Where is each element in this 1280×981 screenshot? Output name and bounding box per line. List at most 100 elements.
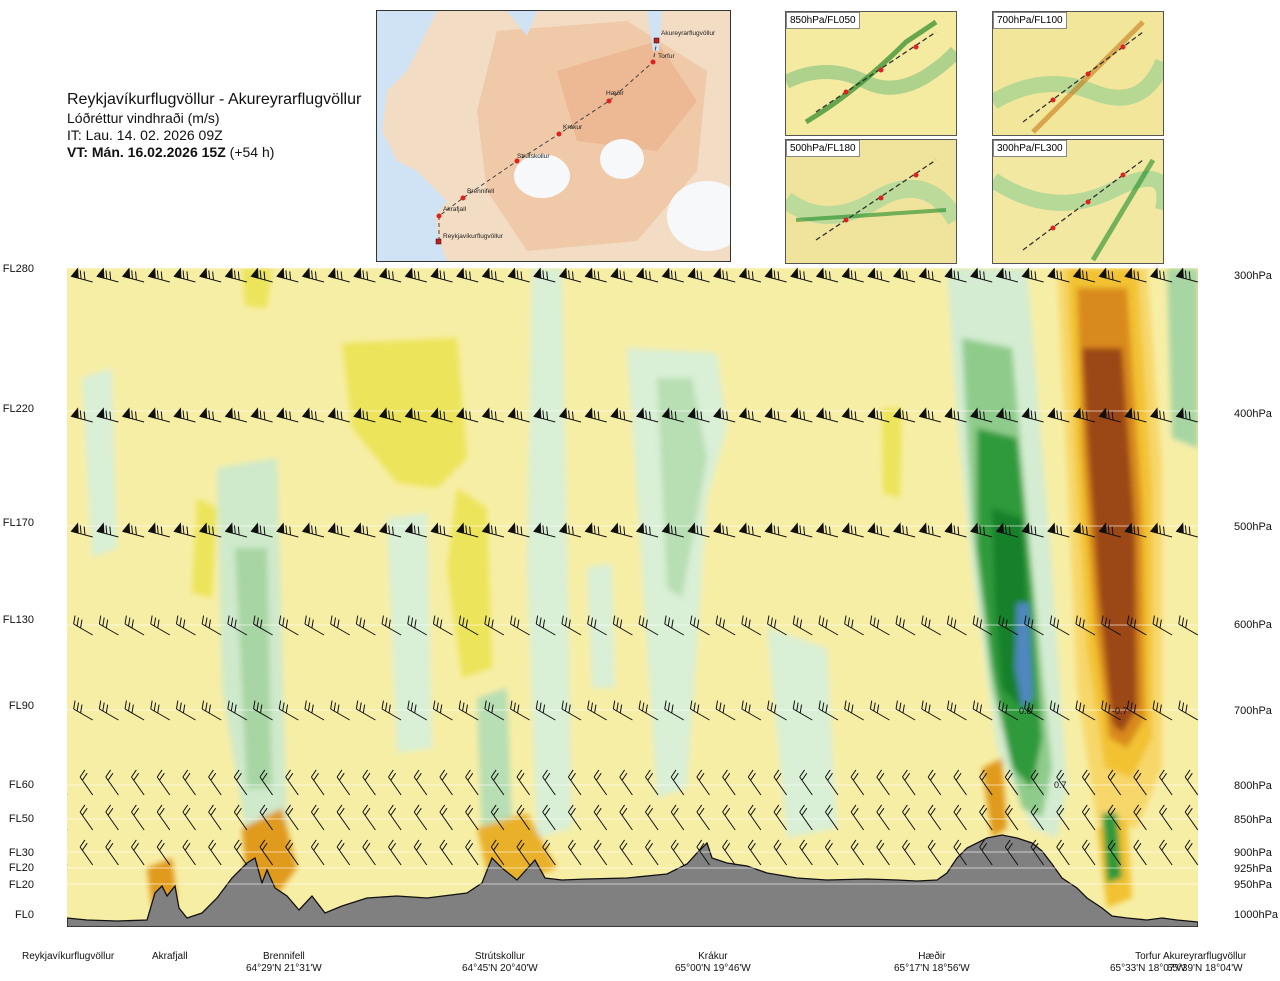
wind-barb (1184, 769, 1198, 796)
wind-barb (353, 268, 376, 283)
wind-barb (224, 522, 248, 538)
wind-barb (670, 804, 685, 831)
wind-barb (542, 839, 556, 866)
route-map-svg: Akureyrarflugvöllur Torfur Hæðir Krákur … (377, 11, 730, 261)
wind-barb (1004, 804, 1019, 831)
wind-barb (979, 839, 993, 866)
wind-barb (645, 804, 659, 831)
wind-barb (1175, 407, 1198, 423)
wind-barb (404, 407, 427, 423)
wind-barb (388, 839, 402, 866)
wind-barb (336, 804, 351, 831)
wind-barb (972, 615, 993, 636)
cross-section-plot: 0.8 -0.7 0.7 (67, 268, 1198, 927)
wind-barb (362, 804, 376, 831)
wind-barb (413, 839, 428, 866)
wind-barb (1049, 615, 1070, 636)
wind-barb (567, 804, 582, 831)
wind-barb (1184, 839, 1198, 866)
wind-barb (619, 839, 633, 866)
thumbnail-850hpa-svg (786, 12, 956, 135)
wind-barb (850, 839, 865, 866)
wind-barb (404, 268, 427, 283)
wind-barb (764, 407, 787, 423)
thumbnail-500hpa[interactable]: 500hPa/FL180 (785, 139, 957, 264)
annotation-downdraft-peak: -0.7 (1112, 706, 1128, 716)
hpa-label-950: 950hPa (1234, 879, 1272, 891)
map-point-krakur (556, 131, 562, 137)
wind-barb (173, 522, 196, 538)
wind-barb (1056, 769, 1070, 796)
wind-barb (1081, 769, 1096, 796)
location-name: Krákur (698, 951, 728, 962)
wind-barb (131, 769, 145, 796)
wind-barb (1098, 268, 1121, 283)
thumbnail-850hpa[interactable]: 850hPa/FL050 (785, 11, 957, 136)
wind-barb (490, 839, 505, 866)
wind-barb (867, 522, 890, 538)
wind-barb (747, 839, 762, 866)
wind-barb (1175, 522, 1198, 538)
wind-barb (619, 769, 633, 796)
wind-barb (199, 522, 222, 538)
wind-barb (201, 700, 222, 721)
location-coord: 64°45'N 20°40'W (462, 963, 538, 974)
location-coord: 65°17'N 18°56'W (894, 963, 970, 974)
wind-barb (430, 407, 453, 423)
wind-barb (388, 769, 402, 796)
thumbnail-500hpa-label: 500hPa/FL180 (786, 140, 860, 157)
wind-barb (998, 700, 1019, 721)
location-krakur: Krákur 65°00'N 19°46'W (675, 951, 751, 975)
thumbnail-700hpa[interactable]: 700hPa/FL100 (992, 11, 1164, 136)
fl-label-900: FL30 (8, 847, 34, 859)
wind-barb (407, 615, 428, 636)
wind-barb (253, 700, 273, 721)
wind-barb (201, 615, 222, 636)
wind-barb (259, 769, 274, 796)
wind-barb (276, 522, 299, 538)
wind-barb (1184, 804, 1198, 831)
wind-barb (995, 268, 1019, 283)
wind-barb (327, 268, 350, 283)
hpa-label-600: 600hPa (1234, 619, 1272, 631)
wind-barb (439, 839, 453, 866)
wind-barb (1126, 615, 1147, 636)
wind-barb (844, 700, 864, 721)
wind-barb (430, 268, 453, 283)
wind-barb (841, 407, 864, 423)
wind-barb (1159, 839, 1173, 866)
wind-barb (327, 407, 350, 423)
location-coord: 65°39'N 18°04'W (1166, 963, 1243, 974)
location-coord: 65°00'N 19°46'W (675, 963, 751, 974)
fl-label-800: FL60 (8, 779, 34, 791)
wind-barb (944, 522, 967, 538)
map-label-akureyrarflugvollur: Akureyrarflugvöllur (661, 30, 716, 37)
map-point-brennifell (460, 195, 466, 201)
wind-barb (1159, 769, 1173, 796)
wind-barb (921, 615, 942, 636)
location-name: Torfur (1135, 951, 1161, 962)
thumbnail-300hpa[interactable]: 300hPa/FL300 (992, 139, 1164, 264)
wind-barb (970, 522, 993, 538)
wind-barb (182, 839, 196, 866)
wind-barb (507, 268, 530, 283)
wind-barb (799, 839, 813, 866)
wind-barb (661, 407, 684, 423)
wind-barb (1107, 839, 1122, 866)
wind-barb (147, 522, 170, 538)
map-point-reykjavikurflugvollur (435, 238, 442, 245)
wind-barb (790, 522, 813, 538)
wind-barb (1024, 615, 1044, 636)
wind-barb (199, 268, 222, 283)
wind-barb (696, 839, 710, 866)
wind-barb (1149, 268, 1173, 283)
wind-barb (484, 700, 505, 721)
wind-barb (310, 769, 325, 796)
wind-barb (773, 839, 788, 866)
map-point-akureyrarflugvollur (653, 37, 660, 44)
wind-barb (895, 615, 916, 636)
wind-barb (610, 522, 633, 538)
wind-barb (516, 804, 531, 831)
wind-barb (362, 839, 376, 866)
wind-barb (535, 700, 556, 721)
